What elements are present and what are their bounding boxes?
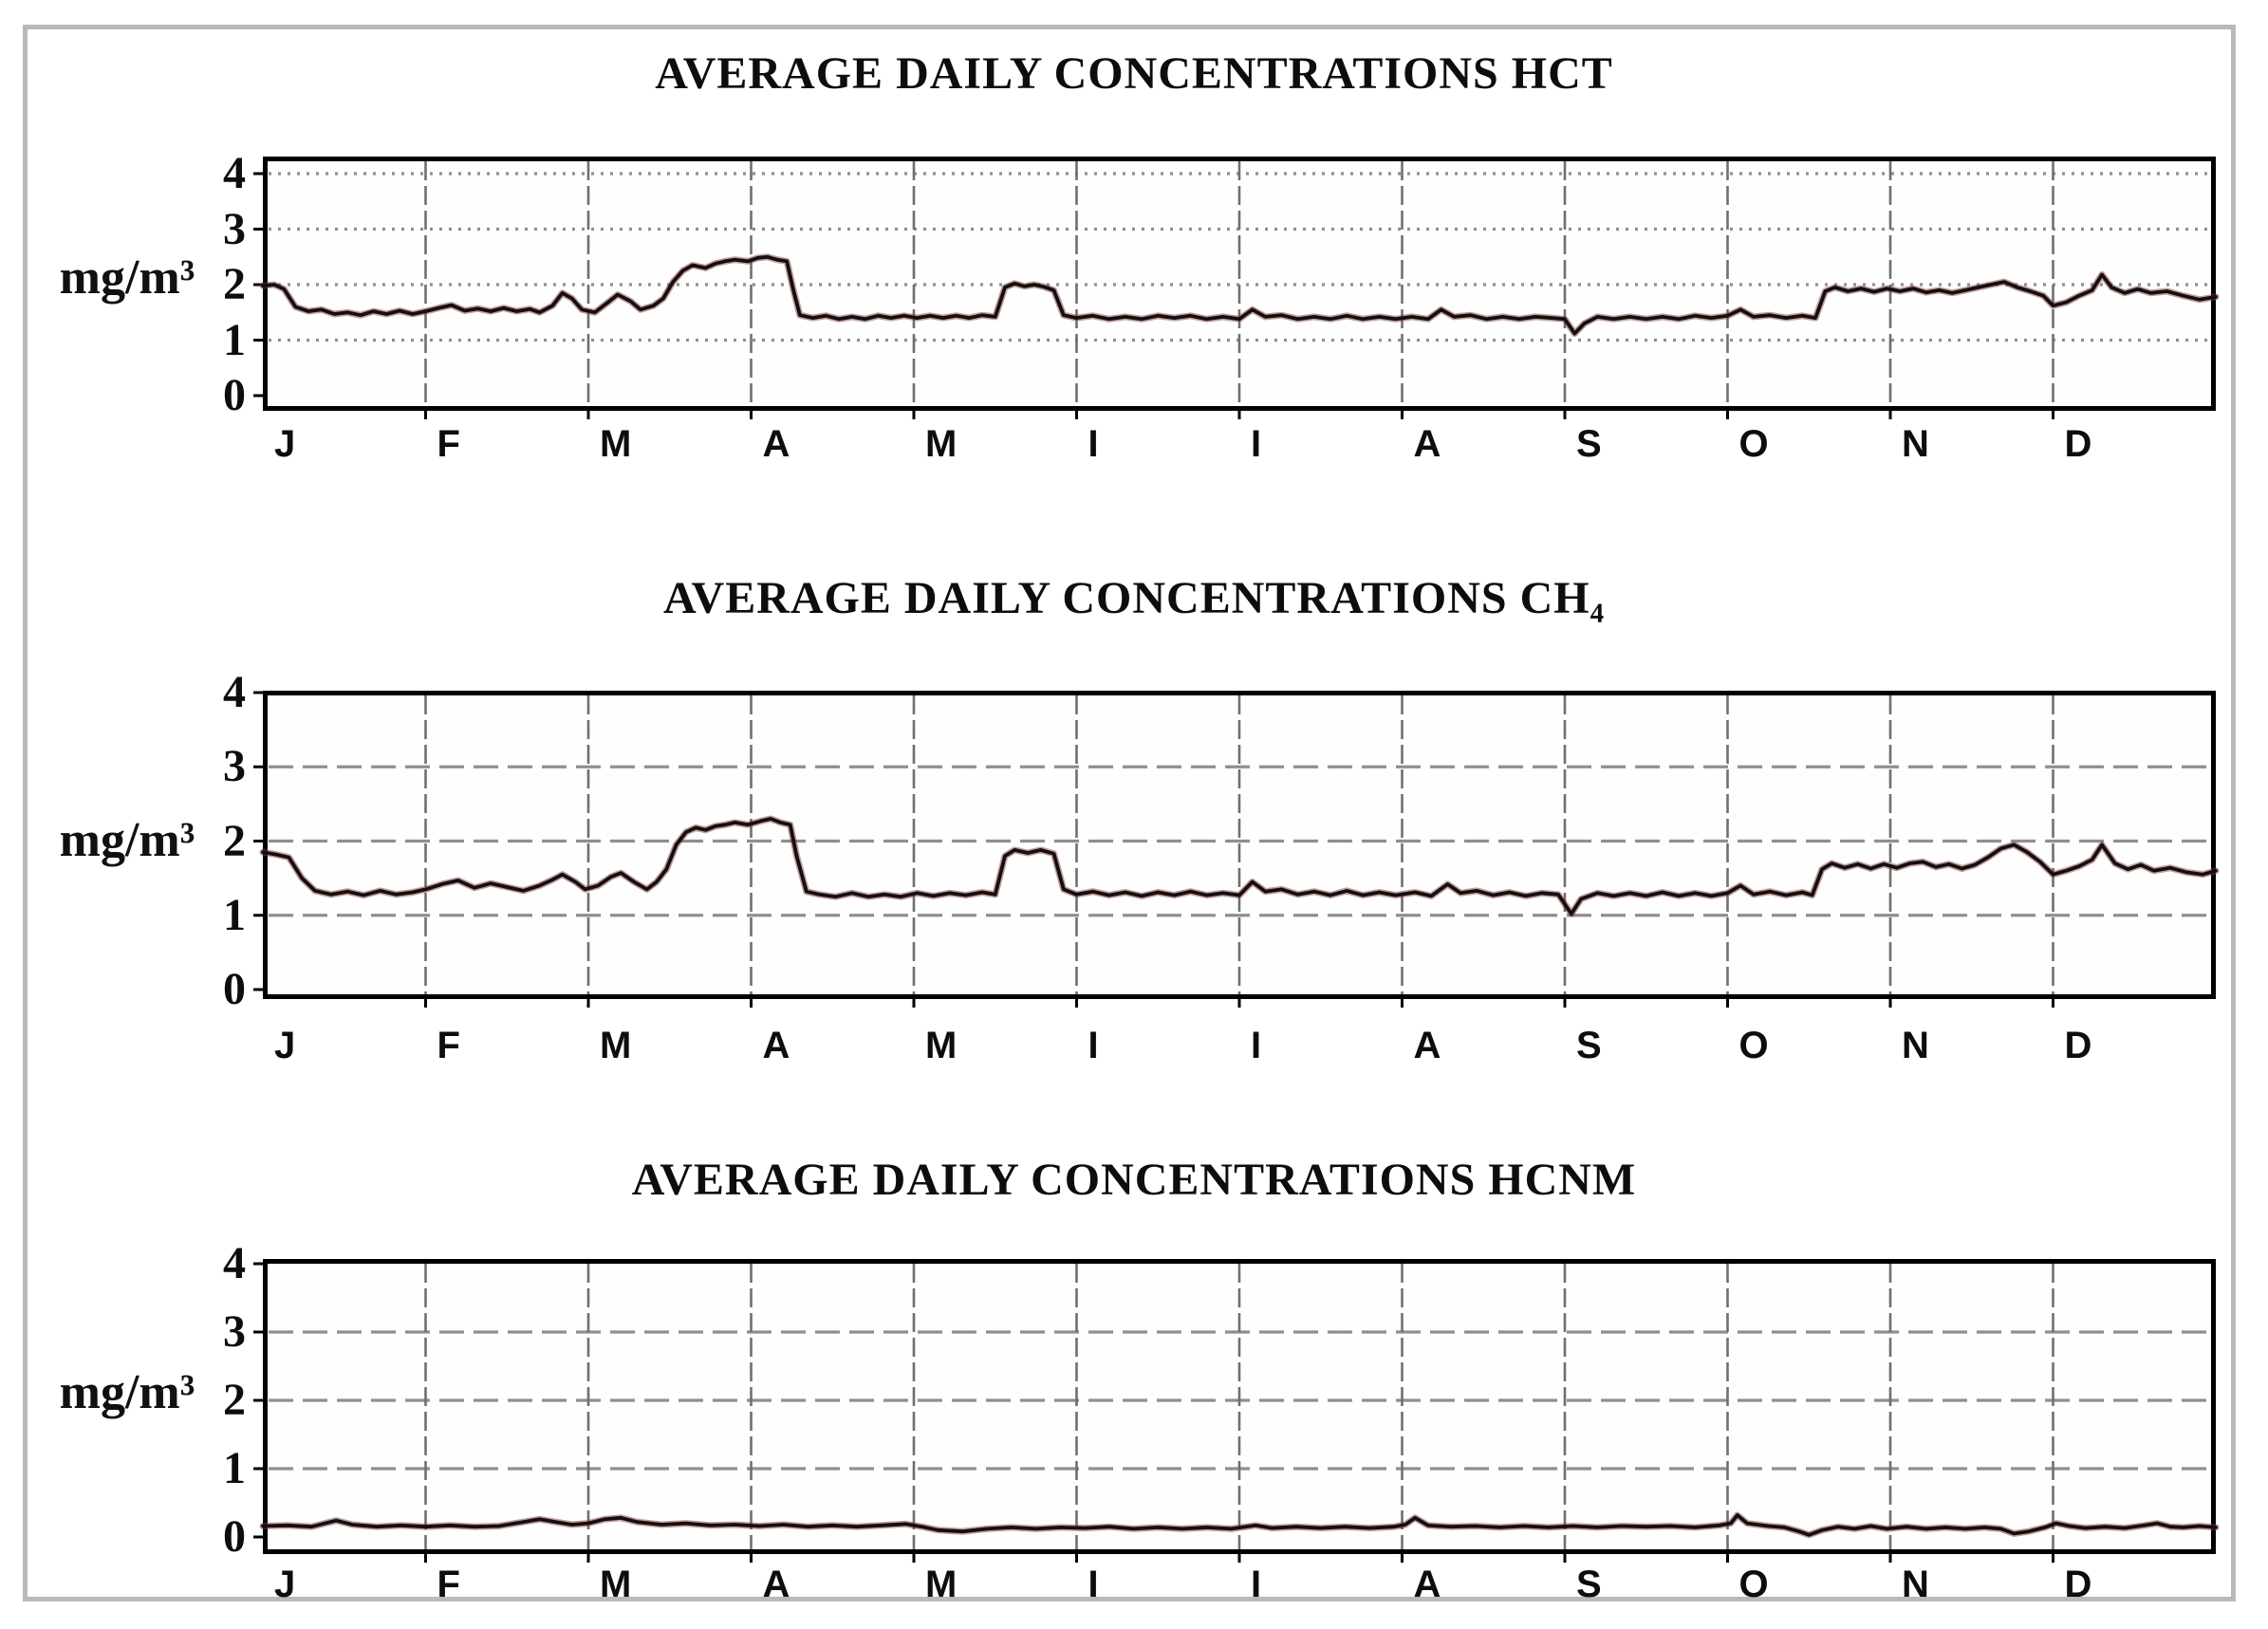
x-tick-label: A — [1413, 1025, 1441, 1066]
x-tick-label: J — [274, 1025, 296, 1066]
plot-area — [253, 691, 2220, 1008]
x-tick-label: A — [1413, 1564, 1441, 1605]
y-tick-label: 3 — [223, 203, 246, 254]
y-tick-label: 3 — [223, 741, 246, 792]
x-tick-label: F — [437, 1025, 460, 1066]
x-tick-label: O — [1738, 1564, 1769, 1605]
y-tick-label: 4 — [223, 148, 246, 198]
x-tick-label: N — [1902, 1025, 1929, 1066]
y-tick-label: 4 — [223, 667, 246, 717]
x-tick-label: M — [925, 1025, 957, 1066]
x-tick-label: I — [1088, 423, 1099, 465]
x-tick-label: A — [762, 1564, 790, 1605]
y-axis-unit-label: mg/m³ — [59, 250, 195, 305]
x-tick-label: S — [1576, 1564, 1602, 1605]
x-tick-label: I — [1251, 423, 1262, 465]
x-tick-label: O — [1738, 1025, 1769, 1066]
chart-title: AVERAGE DAILY CONCENTRATIONS CH₄ — [663, 573, 1605, 623]
x-tick-label: I — [1088, 1025, 1099, 1066]
x-tick-label: A — [762, 423, 790, 465]
x-tick-label: N — [1902, 1564, 1929, 1605]
x-tick-label: M — [600, 1564, 632, 1605]
y-tick-label: 1 — [223, 889, 246, 940]
x-tick-label: D — [2064, 1025, 2092, 1066]
y-tick-label: 0 — [223, 1511, 246, 1562]
x-tick-label: M — [925, 423, 957, 465]
y-axis-unit-label: mg/m³ — [59, 813, 195, 867]
y-tick-label: 4 — [223, 1238, 246, 1288]
x-tick-label: S — [1576, 1025, 1602, 1066]
y-axis-unit-label: mg/m³ — [59, 1365, 195, 1419]
x-tick-label: I — [1088, 1564, 1099, 1605]
data-line — [261, 817, 2218, 916]
x-tick-label: J — [274, 423, 296, 465]
x-tick-label: M — [600, 423, 632, 465]
chart-title: AVERAGE DAILY CONCENTRATIONS HCT — [655, 48, 1613, 99]
x-tick-label: O — [1738, 423, 1769, 465]
x-tick-label: I — [1251, 1564, 1262, 1605]
x-tick-label: S — [1576, 423, 1602, 465]
data-line — [261, 1513, 2218, 1537]
x-tick-label: I — [1251, 1025, 1262, 1066]
plot-area — [253, 157, 2220, 419]
x-tick-label: J — [274, 1564, 296, 1605]
chart-title: AVERAGE DAILY CONCENTRATIONS HCNM — [631, 1155, 1637, 1205]
x-tick-label: M — [600, 1025, 632, 1066]
x-tick-label: F — [437, 1564, 460, 1605]
y-tick-label: 0 — [223, 370, 246, 420]
y-tick-label: 0 — [223, 964, 246, 1014]
plot-area — [253, 1259, 2220, 1563]
x-tick-label: M — [925, 1564, 957, 1605]
x-tick-label: F — [437, 423, 460, 465]
x-tick-label: A — [762, 1025, 790, 1066]
x-tick-label: D — [2064, 423, 2092, 465]
y-tick-label: 3 — [223, 1306, 246, 1357]
data-line — [261, 254, 2218, 336]
x-tick-label: N — [1902, 423, 1929, 465]
x-tick-label: A — [1413, 423, 1441, 465]
y-tick-label: 1 — [223, 1443, 246, 1493]
x-tick-label: D — [2064, 1564, 2092, 1605]
y-tick-label: 1 — [223, 314, 246, 365]
